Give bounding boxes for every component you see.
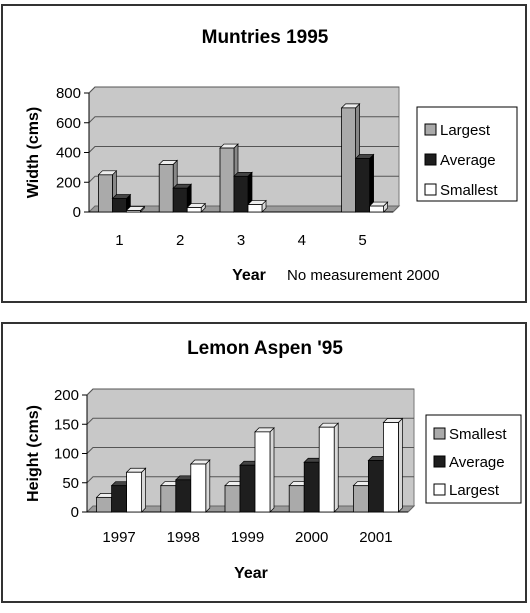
- x-tick-label: 2001: [359, 529, 392, 546]
- y-tick-label: 800: [56, 85, 81, 102]
- bar-front: [369, 205, 385, 213]
- legend-swatch: [433, 455, 446, 468]
- bar-front: [160, 485, 177, 513]
- bar: [125, 205, 146, 213]
- chart-title: Muntries 1995: [202, 27, 329, 48]
- bar-front: [239, 464, 256, 513]
- chart-panel-muntries: 0 200 400 600 800 1 2 3 4 5 Muntries 1995 Width (…: [1, 4, 527, 303]
- legend: Smallest Average Largest: [425, 414, 522, 504]
- bar-side: [333, 422, 339, 513]
- bar: [382, 417, 404, 513]
- x-tick-label: 1998: [167, 529, 200, 546]
- gridline: [88, 146, 399, 153]
- legend-label: Smallest: [440, 182, 498, 199]
- y-axis-title: Width (cms): [25, 107, 42, 198]
- bar: [189, 459, 211, 513]
- bar: [354, 153, 375, 213]
- muntries-chart: 0 200 400 600 800 1 2 3 4 5 Muntries 1995 Width (…: [25, 27, 518, 284]
- bar-side: [205, 459, 211, 513]
- bar-front: [254, 431, 271, 513]
- x-tick-label: 1999: [231, 529, 264, 546]
- bar-front: [219, 147, 235, 213]
- bar-side: [141, 467, 146, 513]
- legend-swatch: [433, 483, 446, 496]
- bar-side: [269, 427, 275, 513]
- chart-annotation: No measurement 2000: [287, 267, 440, 284]
- lemon-aspen-chart: 0 50 100 150 200 1997 1998 1999 2000 2001 Lemon A…: [25, 338, 522, 582]
- y-tick-label: 400: [56, 145, 81, 162]
- bar-front: [367, 460, 384, 513]
- x-tick-label: 2000: [295, 529, 328, 546]
- y-tick-label: 100: [54, 446, 79, 463]
- x-axis-title: Year: [232, 267, 266, 284]
- bar-front: [318, 426, 335, 513]
- y-tick-label: 200: [54, 387, 79, 404]
- chart-panel-lemon-aspen: 0 50 100 150 200 1997 1998 1999 2000 2001 Lemon A…: [1, 322, 527, 603]
- gridline: [88, 86, 399, 94]
- y-tick-label: 200: [56, 174, 81, 191]
- legend: Largest Average Smallest: [416, 106, 518, 202]
- x-axis-title: Year: [234, 565, 268, 582]
- x-tick-label: 5: [358, 232, 366, 249]
- y-tick-label: 50: [62, 475, 79, 492]
- bar: [125, 467, 147, 513]
- bar: [254, 427, 275, 513]
- bar-front: [175, 479, 192, 513]
- legend-swatch: [424, 153, 437, 166]
- legend-label: Smallest: [449, 426, 507, 443]
- x-tick-label: 1997: [102, 529, 135, 546]
- bar-front: [126, 471, 142, 513]
- bar: [186, 202, 207, 213]
- bar-front: [355, 158, 371, 213]
- gridline: [86, 447, 414, 454]
- legend-label: Largest: [440, 122, 491, 139]
- bar-front: [341, 107, 357, 213]
- legend-label: Average: [440, 152, 496, 169]
- bar: [368, 201, 389, 213]
- bar-front: [158, 163, 174, 213]
- x-tick-label: 1: [115, 232, 123, 249]
- bar-front: [247, 204, 263, 213]
- x-tick-label: 4: [298, 232, 306, 249]
- gridline: [86, 417, 414, 425]
- legend-label: Average: [449, 454, 505, 471]
- bar-front: [303, 461, 320, 513]
- bar-front: [190, 463, 207, 513]
- legend-label: Largest: [449, 482, 500, 499]
- bar-front: [112, 198, 127, 213]
- chart-title: Lemon Aspen '95: [187, 338, 343, 359]
- bar-front: [233, 175, 249, 213]
- gridline: [88, 116, 399, 124]
- y-tick-label: 0: [73, 204, 81, 221]
- y-axis-title: Height (cms): [25, 405, 42, 502]
- bar-front: [288, 485, 305, 513]
- bar-front: [98, 174, 113, 213]
- bar-front: [126, 210, 141, 213]
- bar-front: [352, 485, 369, 513]
- bar-side: [398, 417, 403, 513]
- gridline: [88, 175, 399, 183]
- x-tick-label: 3: [237, 232, 245, 249]
- y-tick-label: 150: [54, 416, 79, 433]
- bar: [318, 422, 340, 513]
- bar-front: [186, 207, 202, 213]
- bar: [247, 199, 267, 213]
- gridline: [86, 388, 414, 396]
- bar-front: [172, 187, 188, 213]
- bar-front: [111, 485, 127, 513]
- bar-front: [382, 422, 399, 513]
- bar-front: [96, 496, 112, 513]
- legend-swatch: [424, 123, 437, 136]
- legend-swatch: [424, 183, 437, 196]
- bar-front: [224, 485, 241, 513]
- legend-swatch: [433, 427, 446, 440]
- y-tick-label: 0: [71, 504, 79, 521]
- x-tick-label: 2: [176, 232, 184, 249]
- y-tick-label: 600: [56, 115, 81, 132]
